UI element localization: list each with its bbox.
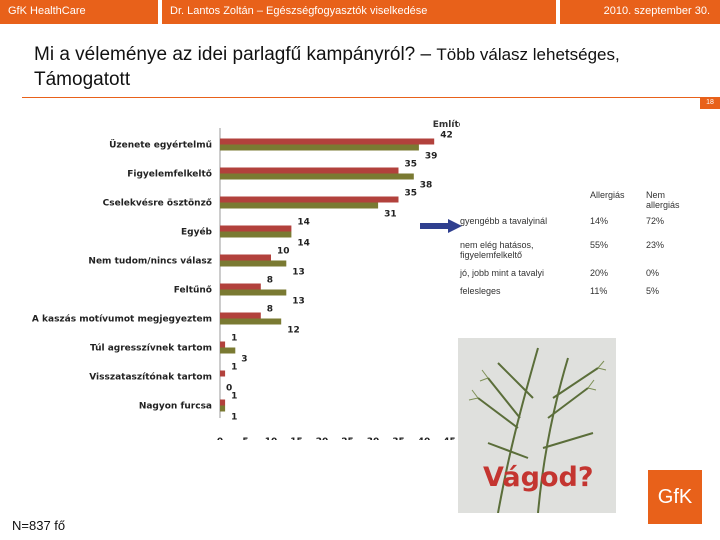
data-label-s1: 42 <box>440 131 453 141</box>
title-main: Mi a véleménye az idei parlagfű kampányr… <box>34 44 432 65</box>
data-label-s2: 14 <box>297 239 310 249</box>
category-label: Üzenete egyértelmű <box>109 140 212 151</box>
x-tick-label: 15 <box>290 437 303 440</box>
bar-s1 <box>220 341 226 348</box>
data-label-s2: 0 <box>226 384 232 394</box>
x-tick-label: 40 <box>418 437 431 440</box>
data-label-s1: 14 <box>297 218 310 228</box>
category-label: Egyéb <box>181 227 213 238</box>
table-cell: 72% <box>646 216 665 226</box>
bar-s1 <box>220 283 261 290</box>
table-cell: 55% <box>590 240 609 250</box>
category-label: A kaszás motívumot megjegyeztem <box>32 315 212 325</box>
allergy-table: Allergiás Nem allergiás gyengébb a tavalyi… <box>460 190 700 296</box>
bar-chart: Említések %-ában Üzenete egyértelmű 42 39 Fi… <box>32 119 460 440</box>
ragweed-plant-icon <box>468 347 607 513</box>
data-label-s2: 12 <box>287 326 300 336</box>
page-number: 18 <box>700 97 720 109</box>
category-label: Túl agresszívnek tartom <box>90 344 212 354</box>
image-caption: Vágod? <box>483 462 594 493</box>
bar-s2 <box>220 405 226 412</box>
table-cell: Allergiás <box>590 190 625 200</box>
data-label-s1: 1 <box>231 392 237 402</box>
data-label-s2: 39 <box>425 152 438 162</box>
arrow-right-icon <box>420 219 462 233</box>
table-cell: jó, jobb mint a tavalyi <box>460 268 545 278</box>
title-line2: Támogatott <box>34 69 131 90</box>
header-date: 2010. szeptember 30. <box>560 0 720 24</box>
category-label: Visszataszítónak tartom <box>89 372 212 383</box>
data-label-s1: 35 <box>405 189 418 199</box>
data-label-s1: 10 <box>277 247 290 257</box>
sample-size: N=837 fő <box>12 518 66 533</box>
x-tick-label: 25 <box>341 437 354 440</box>
data-label-s2: 31 <box>384 210 397 220</box>
data-label-s2: 13 <box>292 268 305 278</box>
bar-s2 <box>220 318 282 325</box>
data-label-s1: 8 <box>267 276 273 286</box>
data-label-s2: 1 <box>231 413 237 423</box>
category-label: Feltűnő <box>174 286 212 296</box>
bar-s2 <box>220 144 419 151</box>
data-label-s1: 1 <box>231 334 237 344</box>
table-cell: 5% <box>646 286 660 296</box>
bar-s1 <box>220 312 261 319</box>
data-label-s2: 38 <box>420 181 433 191</box>
x-tick-label: 0 <box>217 437 223 440</box>
x-tick-label: 10 <box>265 437 278 440</box>
bar-s1 <box>220 196 399 203</box>
bar-s2 <box>220 202 379 209</box>
x-tick-label: 45 <box>443 437 456 440</box>
table-cell: 0% <box>646 268 660 278</box>
x-tick-label: 35 <box>392 437 405 440</box>
bar-s1 <box>220 370 226 377</box>
bar-s1 <box>220 138 435 145</box>
category-label: Figyelemfelkeltő <box>127 170 212 180</box>
table-header-row: Allergiás Nem allergiás <box>460 190 700 210</box>
page-title: Mi a véleménye az idei parlagfű kampányr… <box>34 42 720 92</box>
bar-s1 <box>220 254 271 261</box>
data-label-s2: 13 <box>292 297 305 307</box>
bar-s2 <box>220 173 414 180</box>
header-brand: GfK HealthCare <box>0 0 158 24</box>
bar-s2 <box>220 231 292 238</box>
table-cell: 23% <box>646 240 665 250</box>
table-cell: gyengébb a tavalyinál <box>460 216 548 226</box>
table-cell: nem elég hatásos, figyelemfelkeltő <box>460 240 534 260</box>
title-divider <box>22 97 720 110</box>
chart-title: Említések %-ában <box>433 119 460 130</box>
table-row: felesleges 11% 5% <box>460 286 700 296</box>
table-cell: 20% <box>590 268 609 278</box>
category-label: Nem tudom/nincs válasz <box>88 257 212 267</box>
data-label-s1: 8 <box>267 305 273 315</box>
bar-s1 <box>220 225 292 232</box>
x-tick-label: 30 <box>367 437 380 440</box>
data-label-s1: 1 <box>231 363 237 373</box>
header-presenter: Dr. Lantos Zoltán – Egészségfogyasztók v… <box>162 0 556 24</box>
x-tick-label: 5 <box>242 437 248 440</box>
data-label-s2: 3 <box>241 355 247 365</box>
gfk-logo: GfK <box>648 470 702 524</box>
bar-s2 <box>220 347 236 354</box>
bar-s2 <box>220 289 287 296</box>
table-row: gyengébb a tavalyinál 14% 72% <box>460 216 700 226</box>
category-label: Cselekvésre ösztönző <box>103 198 212 209</box>
table-cell: felesleges <box>460 286 501 296</box>
data-label-s1: 35 <box>405 160 418 170</box>
title-sub: Több válasz lehetséges, <box>436 45 620 64</box>
table-cell: 11% <box>590 286 608 296</box>
table-row: jó, jobb mint a tavalyi 20% 0% <box>460 268 700 278</box>
bar-s1 <box>220 399 226 406</box>
x-tick-label: 20 <box>316 437 329 440</box>
category-label: Nagyon furcsa <box>139 402 212 412</box>
bar-s1 <box>220 167 399 174</box>
table-cell <box>460 190 590 210</box>
table-row: nem elég hatásos, figyelemfelkeltő 55% 23% <box>460 240 700 260</box>
bar-s2 <box>220 260 287 267</box>
table-cell: Nem allergiás <box>646 190 680 210</box>
ragweed-photo <box>458 338 616 513</box>
table-cell: 14% <box>590 216 609 226</box>
header-bar: GfK HealthCare Dr. Lantos Zoltán – Egész… <box>0 0 720 24</box>
